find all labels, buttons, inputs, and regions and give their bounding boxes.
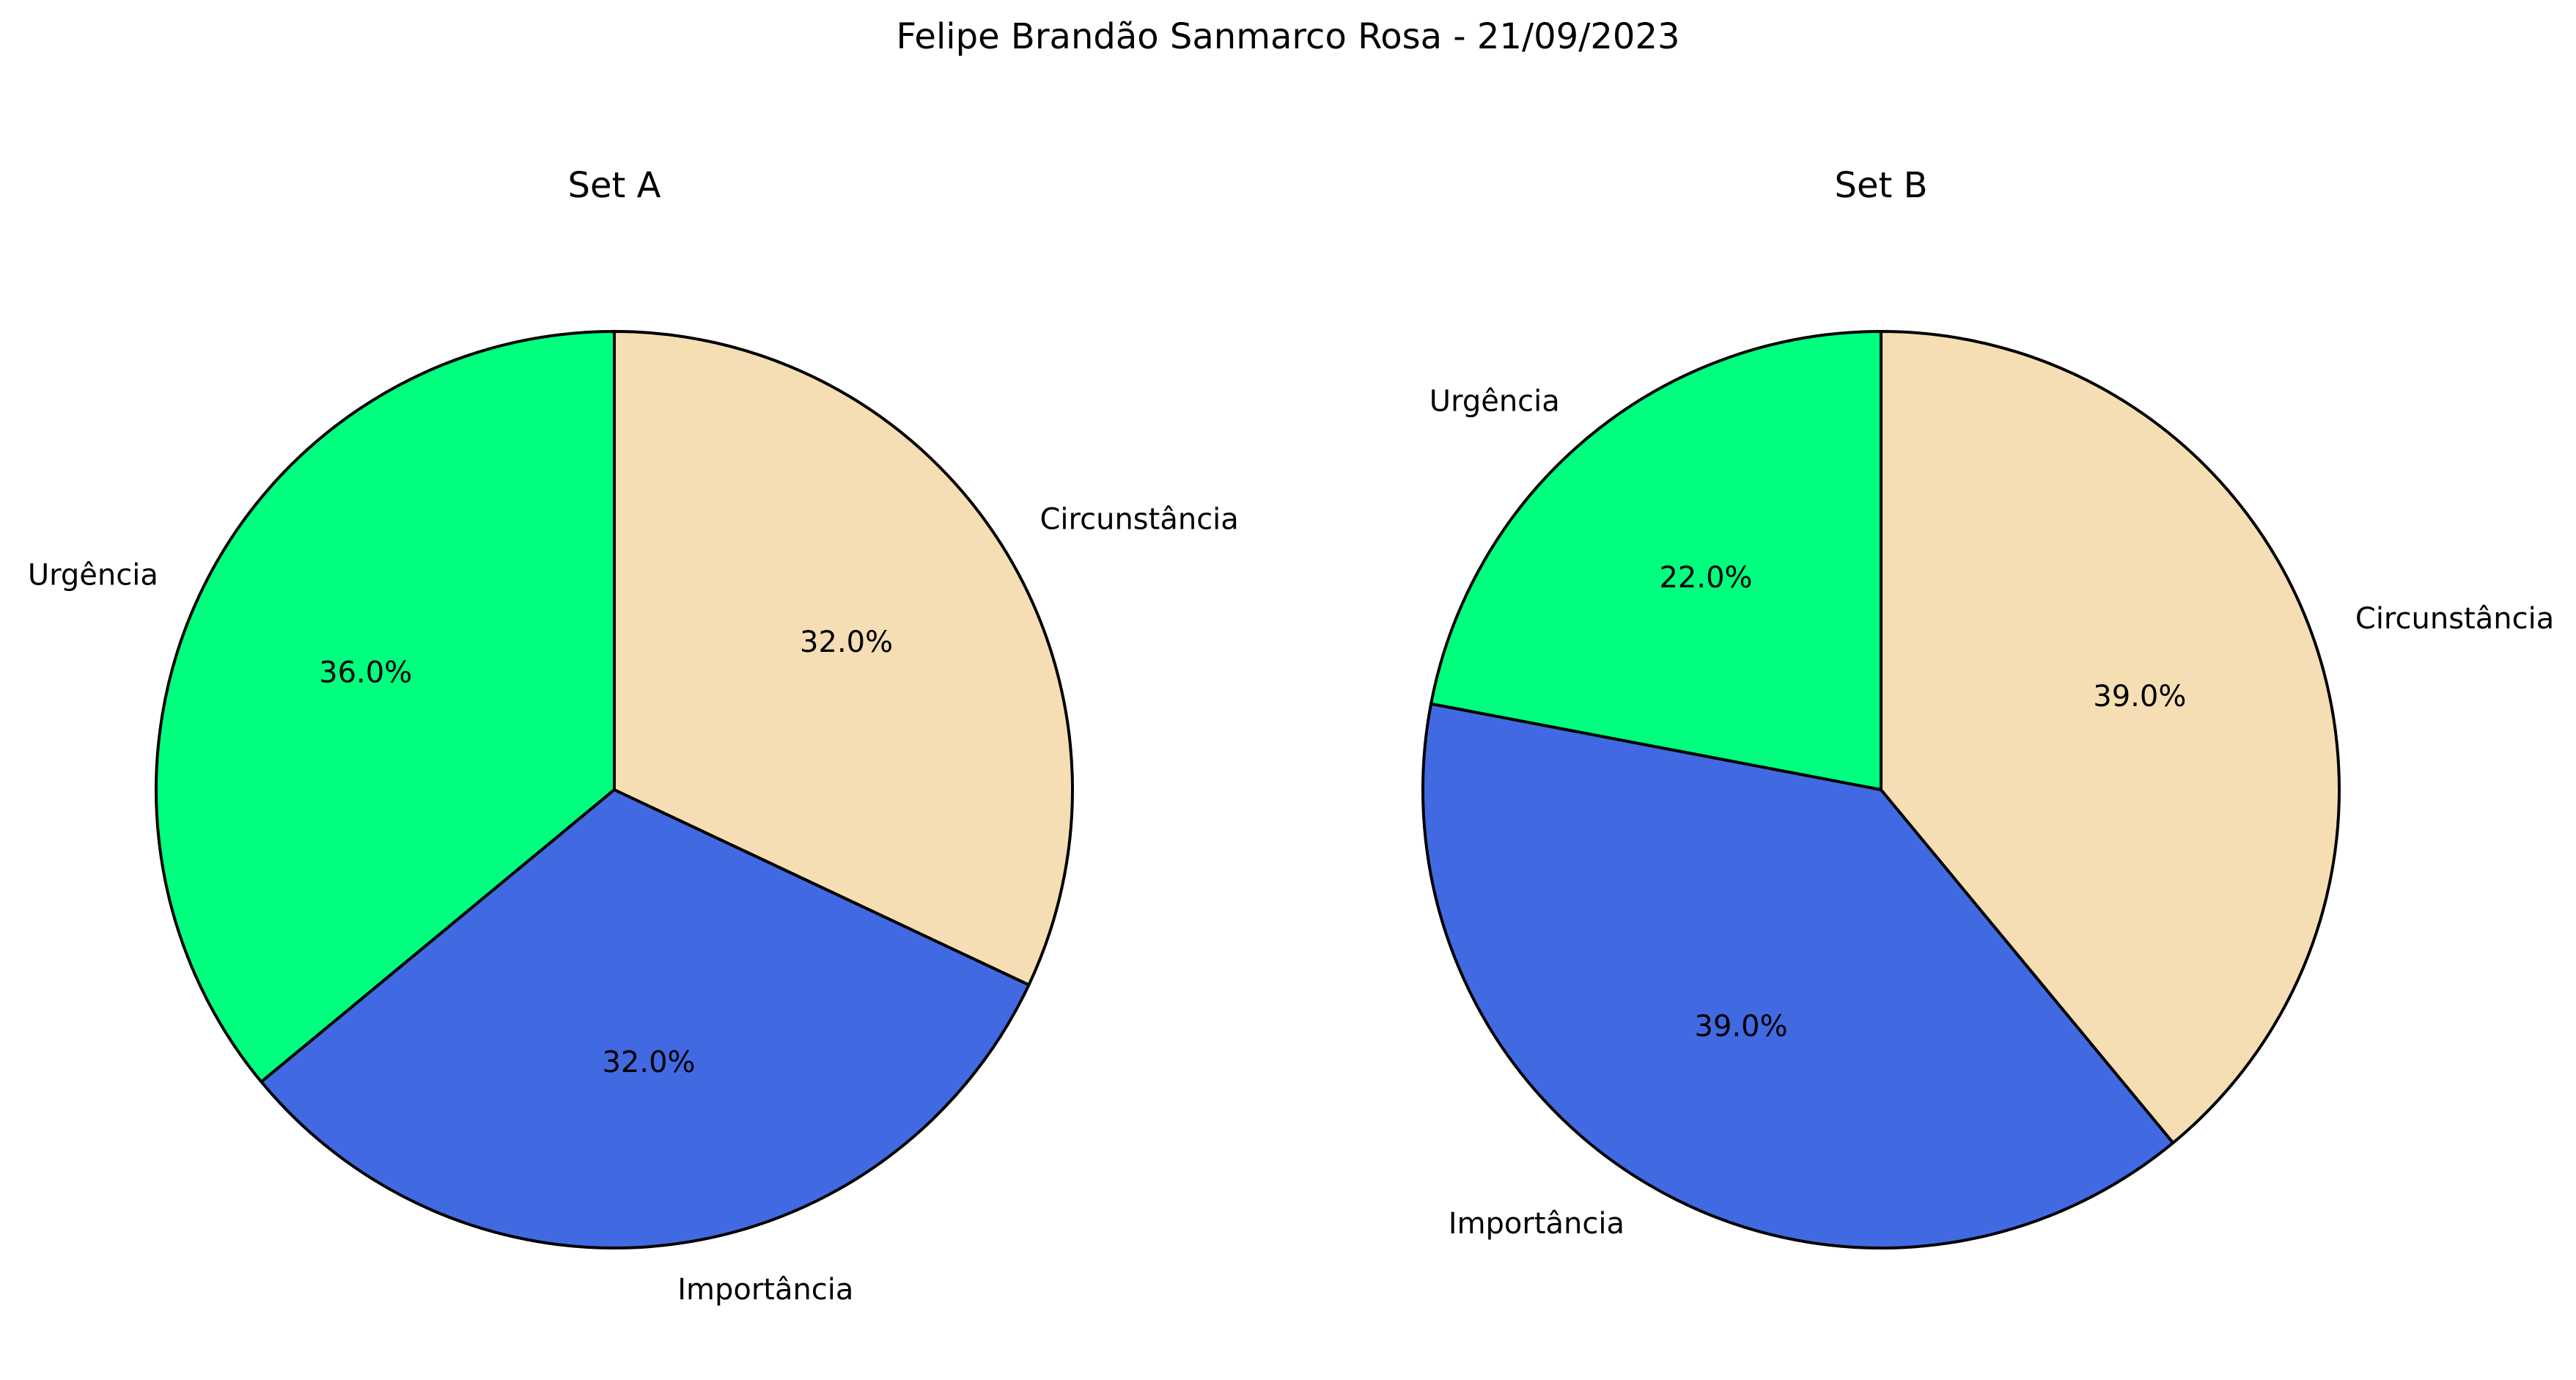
chart-title-set-a: Set A xyxy=(568,165,661,206)
percent-label-set-a-urgencia: 36.0% xyxy=(319,656,412,689)
slice-label-set-a-importancia: Importância xyxy=(677,1273,853,1307)
labels-set-a: Urgência 36.0% Importância 32.0% Circunstânc… xyxy=(28,503,1239,1307)
pie-slice-set-b-importancia xyxy=(1421,702,2175,1249)
slices-set-b xyxy=(1421,330,2341,1249)
figure-suptitle: Felipe Brandão Sanmarco Rosa - 21/09/202… xyxy=(896,16,1679,57)
percent-label-set-a-circunstancia: 32.0% xyxy=(800,625,893,659)
percent-label-set-b-circunstancia: 39.0% xyxy=(2093,680,2186,713)
slice-label-set-a-urgencia: Urgência xyxy=(28,558,158,592)
pie-slice-set-b-urgencia xyxy=(1429,330,1883,791)
pie-chart-set-a: Set A Urgência 36.0% Importância 32.0% Circu… xyxy=(28,165,1239,1307)
slice-label-set-b-urgencia: Urgência xyxy=(1429,384,1560,418)
pie-chart-set-b: Set B Urgência 22.0% Importância 39.0% Circu… xyxy=(1421,165,2554,1249)
slice-label-set-b-importancia: Importância xyxy=(1449,1207,1624,1241)
slice-label-set-a-circunstancia: Circunstância xyxy=(1040,503,1239,537)
slices-set-a xyxy=(155,330,1074,1249)
percent-label-set-b-urgencia: 22.0% xyxy=(1659,561,1752,595)
pie-slice-set-a-circunstancia xyxy=(613,330,1074,987)
percent-label-set-a-importancia: 32.0% xyxy=(602,1046,695,1079)
pie-slice-set-b-circunstancia xyxy=(1880,330,2341,1145)
slice-label-set-b-circunstancia: Circunstância xyxy=(2355,602,2554,636)
percent-label-set-b-importancia: 39.0% xyxy=(1695,1010,1788,1043)
pie-slice-set-a-urgencia xyxy=(155,330,616,1084)
pie-slice-set-a-importancia xyxy=(260,788,1031,1249)
labels-set-b: Urgência 22.0% Importância 39.0% Circunstânc… xyxy=(1429,384,2554,1241)
chart-title-set-b: Set B xyxy=(1834,165,1927,206)
